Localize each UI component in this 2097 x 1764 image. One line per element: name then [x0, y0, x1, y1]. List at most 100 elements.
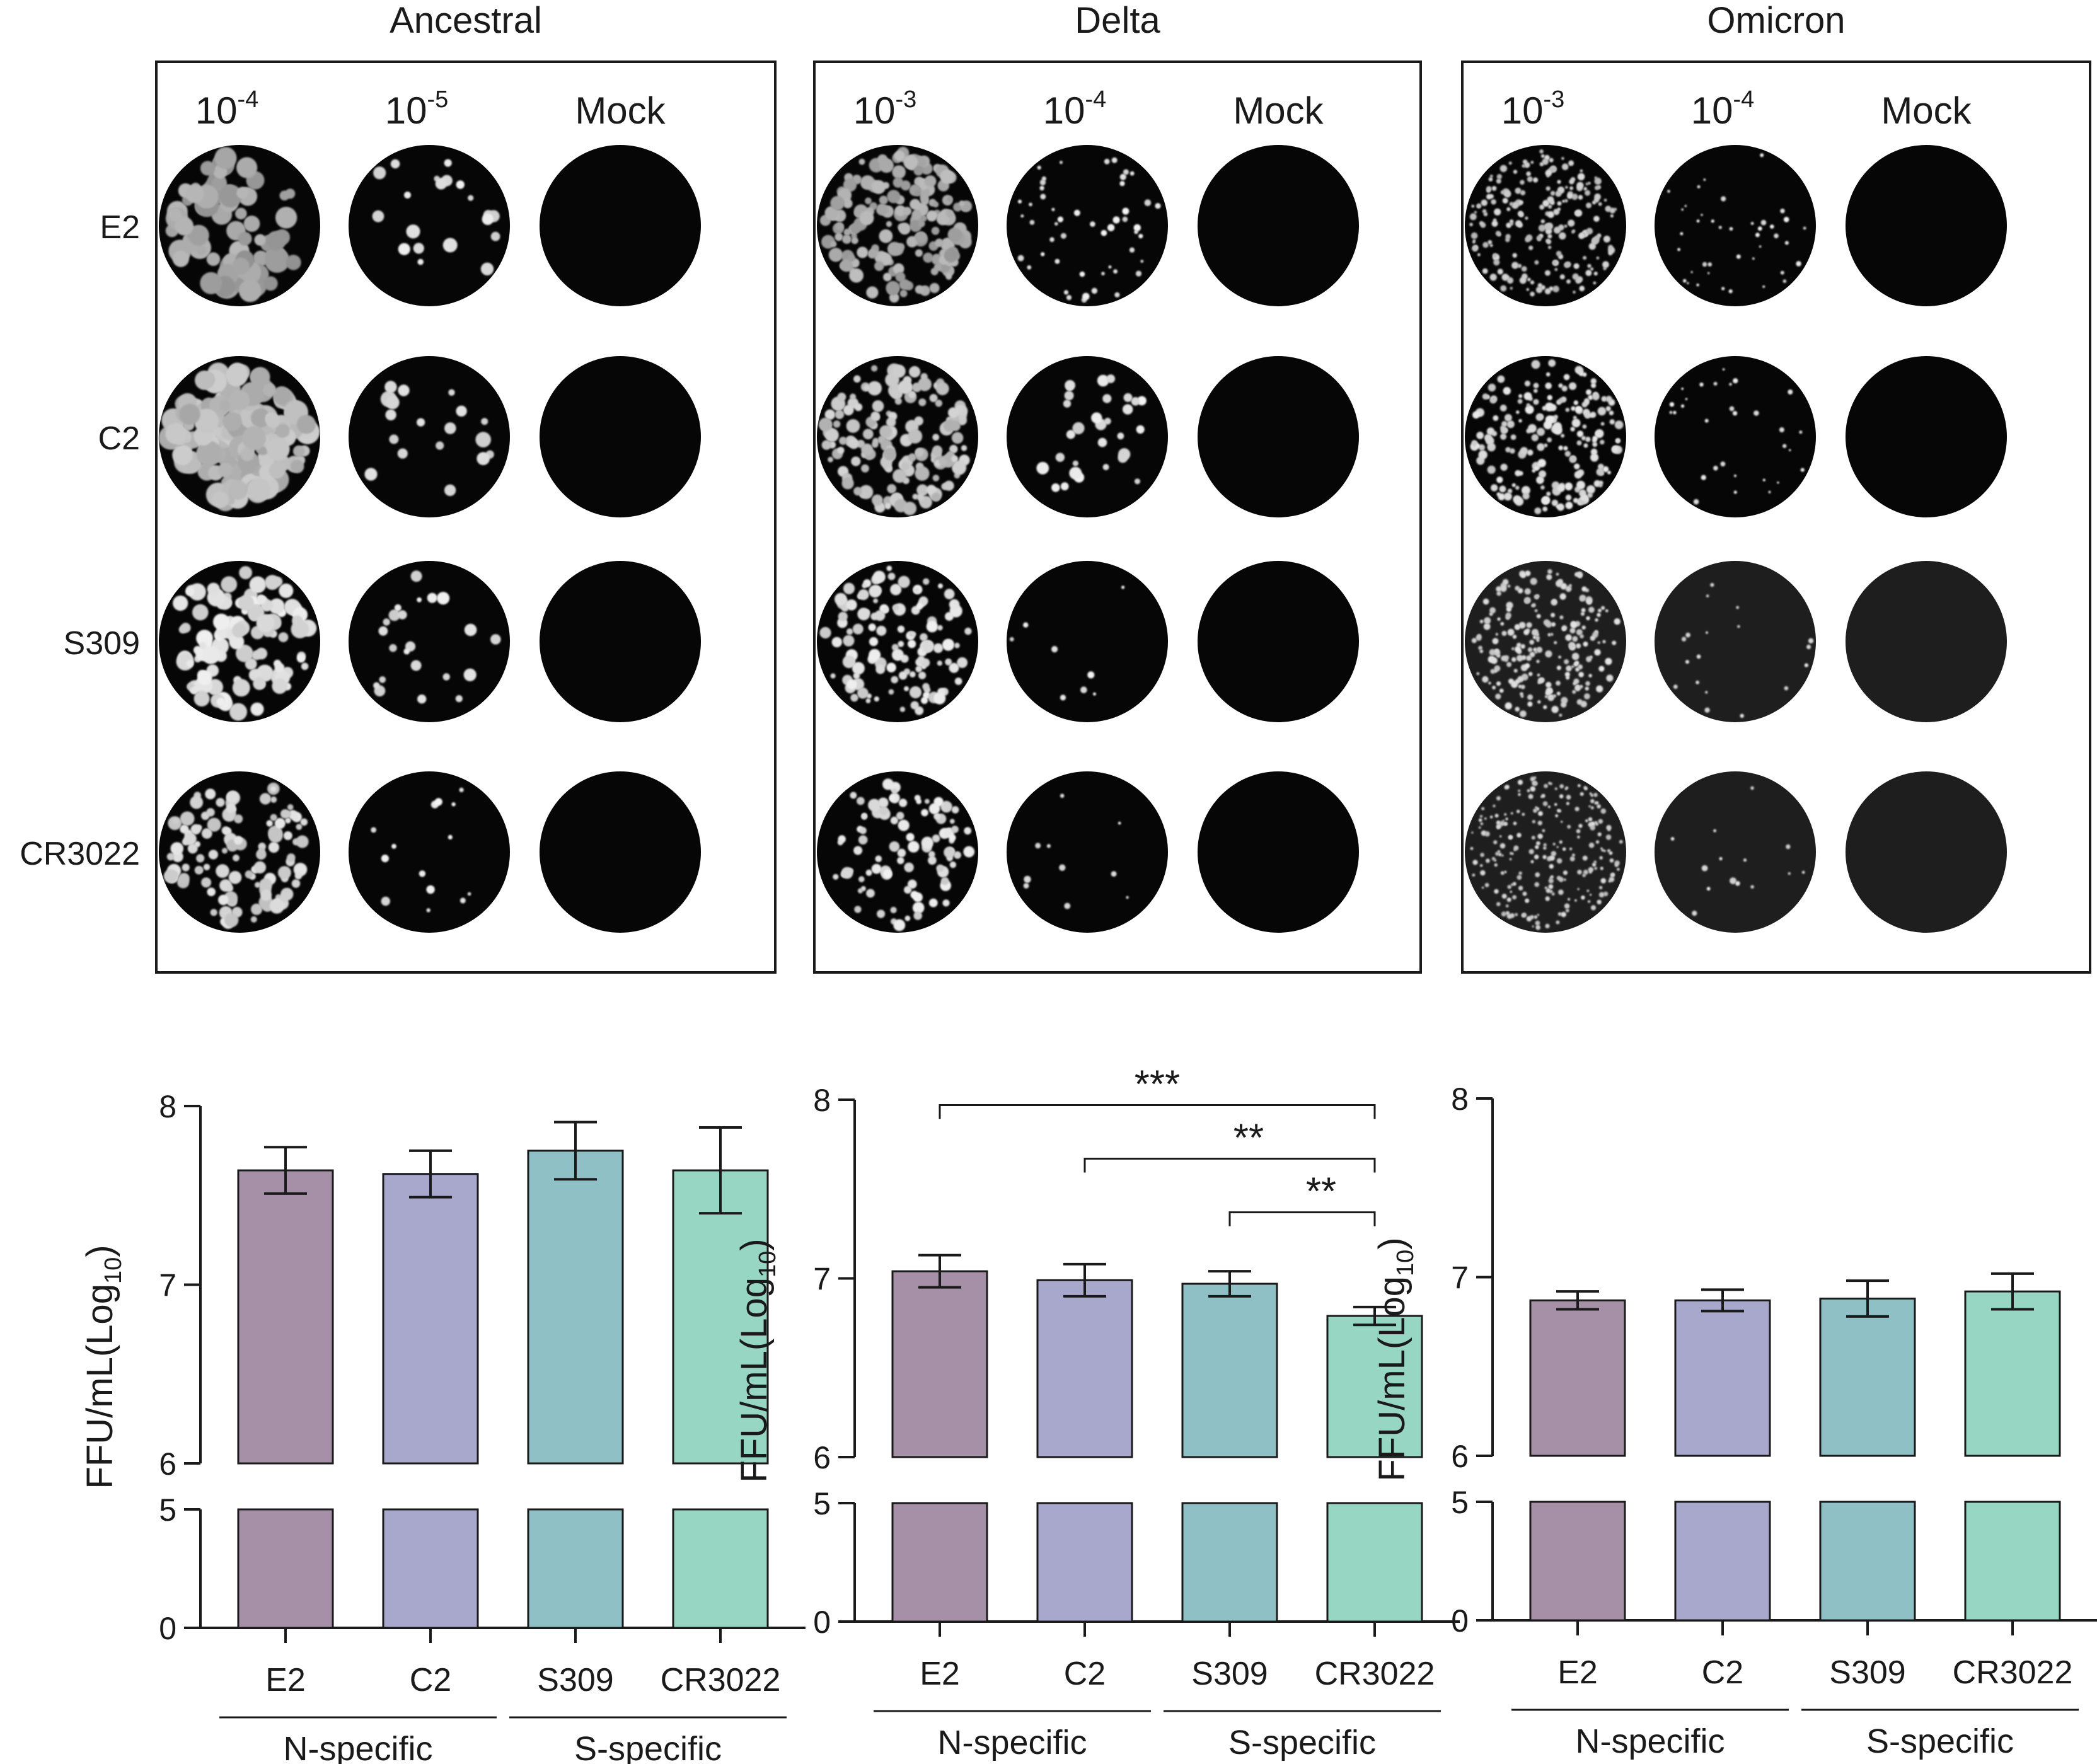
- focus-spot: [929, 394, 938, 403]
- focus-spot: [1545, 923, 1550, 928]
- well: [1198, 356, 1359, 517]
- focus-spot: [1504, 492, 1512, 501]
- focus-spot: [1527, 789, 1530, 793]
- focus-spot: [1528, 245, 1534, 250]
- focus-spot: [819, 626, 831, 639]
- focus-spot: [869, 649, 881, 661]
- focus-spot: [1118, 821, 1121, 825]
- focus-spot: [267, 437, 290, 461]
- focus-spot: [1571, 652, 1580, 660]
- focus-spot: [1592, 435, 1598, 441]
- focus-spot: [292, 615, 303, 626]
- focus-spot: [1565, 502, 1573, 509]
- focus-spot: [1545, 650, 1552, 658]
- focus-spot: [250, 702, 264, 716]
- focus-spot: [869, 637, 879, 647]
- focus-spot: [1605, 396, 1612, 403]
- focus-spot: [935, 238, 944, 248]
- focus-spot: [266, 231, 286, 251]
- focus-spot: [1039, 185, 1044, 191]
- focus-spot: [1545, 372, 1551, 377]
- focus-spot: [1733, 474, 1737, 478]
- focus-spot: [1476, 444, 1481, 449]
- focus-spot: [1505, 234, 1511, 239]
- focus-spot: [272, 386, 291, 405]
- focus-spot: [1510, 222, 1514, 226]
- focus-spot: [1533, 647, 1537, 652]
- group-label: S-specific: [1866, 1722, 2014, 1760]
- focus-spot: [830, 241, 837, 248]
- focus-spot: [1494, 649, 1499, 654]
- focus-spot: [221, 576, 238, 593]
- focus-spot: [1059, 864, 1066, 871]
- focus-spot: [1499, 405, 1507, 412]
- focus-spot: [1576, 629, 1583, 636]
- focus-spot: [857, 246, 869, 258]
- focus-spot: [1518, 871, 1522, 875]
- significance-bracket: [1083, 1158, 1376, 1173]
- focus-spot: [873, 598, 878, 604]
- focus-spot: [1500, 871, 1505, 875]
- focus-spot: [883, 869, 893, 879]
- focus-spot: [190, 824, 201, 835]
- focus-spot: [892, 165, 906, 179]
- focus-spot: [918, 398, 927, 406]
- focus-spot: [1598, 666, 1605, 672]
- focus-spot: [242, 426, 267, 451]
- focus-spot: [435, 178, 448, 190]
- focus-spot: [255, 647, 268, 660]
- well-disc: [1655, 771, 1816, 933]
- focus-spot: [1601, 396, 1607, 402]
- well: [817, 771, 978, 933]
- focus-spot: [916, 493, 925, 501]
- focus-spot: [896, 812, 904, 820]
- focus-spot: [1523, 392, 1532, 400]
- focus-spot: [1507, 584, 1511, 588]
- focus-spot: [1477, 204, 1481, 209]
- focus-spot: [1589, 792, 1592, 795]
- focus-spot: [1574, 366, 1583, 374]
- dilution-label: 10-4: [1043, 86, 1107, 132]
- focus-spot: [918, 220, 925, 228]
- focus-spot: [219, 400, 231, 411]
- focus-spot: [1496, 820, 1501, 825]
- focus-spot: [1041, 252, 1045, 257]
- focus-spot: [1573, 400, 1578, 405]
- well: [1198, 771, 1359, 933]
- focus-spot: [1553, 415, 1558, 420]
- focus-spot: [1528, 849, 1534, 855]
- focus-spot: [936, 864, 944, 872]
- focus-spot: [1023, 622, 1029, 628]
- mock-label: Mock: [1233, 89, 1324, 132]
- focus-spot: [940, 170, 955, 184]
- focus-spot: [871, 365, 878, 372]
- focus-spot: [1584, 787, 1588, 790]
- focus-spot: [1574, 807, 1580, 812]
- focus-spot: [860, 175, 875, 190]
- focus-spot: [1564, 224, 1568, 228]
- focus-spot: [1774, 233, 1779, 239]
- focus-spot: [846, 419, 860, 433]
- x-tick-label: C2: [1702, 1654, 1743, 1691]
- focus-spot: [908, 429, 923, 444]
- focus-spot: [1064, 902, 1071, 909]
- significance-label: ***: [1135, 1063, 1180, 1107]
- focus-spot: [196, 245, 207, 255]
- focus-spot: [1527, 449, 1534, 456]
- focus-spot: [871, 863, 882, 874]
- focus-spot: [1155, 203, 1161, 209]
- focus-spot: [1478, 818, 1482, 822]
- focus-spot: [846, 628, 853, 635]
- focus-spot: [1600, 439, 1605, 445]
- focus-spot: [1609, 410, 1614, 415]
- focus-spot: [1518, 793, 1521, 796]
- focus-spot: [1803, 226, 1806, 230]
- focus-spot: [1552, 843, 1556, 846]
- well-disc: [1198, 561, 1359, 722]
- focus-spot: [1481, 199, 1488, 206]
- focus-spot: [1580, 169, 1583, 173]
- significance-label: **: [1233, 1117, 1264, 1160]
- focus-spot: [1697, 185, 1701, 188]
- focus-spot: [1567, 897, 1571, 901]
